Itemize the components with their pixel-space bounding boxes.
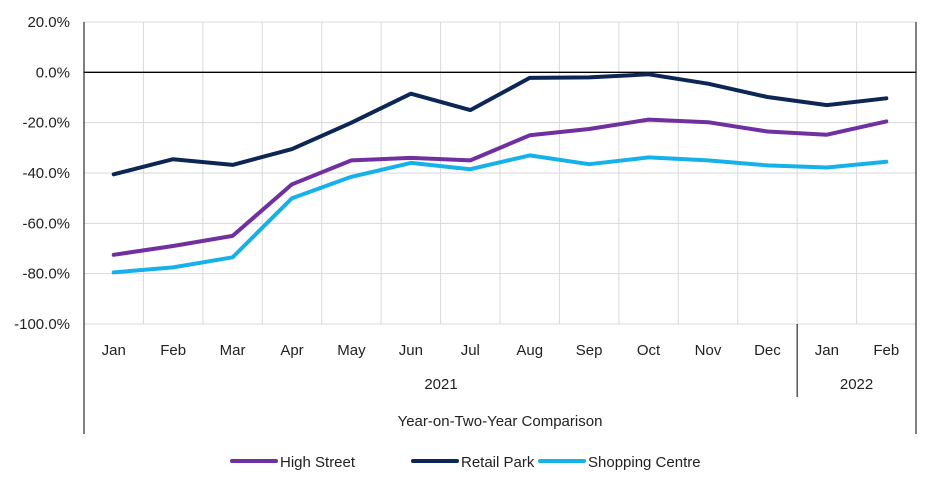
x-tick-label: Dec [754,342,781,359]
x-tick-label: Mar [220,342,246,359]
y-axis-tick-labels: 20.0% 0.0% -20.0% -40.0% -60.0% -80.0% -100.0% [14,14,70,333]
y-tick-label: 20.0% [27,14,70,31]
legend-label: Retail Park [461,454,535,471]
y-tick-label: -60.0% [22,215,70,232]
x-tick-label: Jan [102,342,126,359]
x-tick-label: Feb [160,342,186,359]
x-axis-title: Year-on-Two-Year Comparison [398,413,603,430]
x-tick-label: Jan [815,342,839,359]
series-line-retail-park [111,72,889,177]
y-tick-label: -80.0% [22,266,70,283]
axes [83,22,917,434]
gridlines [84,21,916,325]
x-tick-label: May [337,342,366,359]
x-tick-label: Sep [576,342,603,359]
y-tick-label: -40.0% [22,165,70,182]
year-group-label: 2022 [840,376,873,393]
series-line-high-street [111,117,889,257]
y-tick-label: -100.0% [14,316,70,333]
x-tick-label: Jun [399,342,423,359]
year-group-label: 2021 [424,376,457,393]
series-lines [111,72,889,275]
series-line-shopping-centre [111,153,889,275]
legend-label: High Street [280,454,356,471]
legend-label: Shopping Centre [588,454,701,471]
legend: High Street Retail Park Shopping Centre [230,454,701,471]
x-tick-label: Apr [280,342,303,359]
y-tick-label: 0.0% [36,64,70,81]
y-tick-label: -20.0% [22,115,70,132]
x-tick-label: Aug [516,342,543,359]
x-axis-tick-labels: Jan Feb Mar Apr May Jun Jul Aug Sep Oct Nov Dec Jan F… [102,342,900,393]
x-tick-label: Feb [873,342,899,359]
x-tick-label: Jul [461,342,480,359]
x-tick-label: Oct [637,342,661,359]
x-tick-label: Nov [695,342,722,359]
